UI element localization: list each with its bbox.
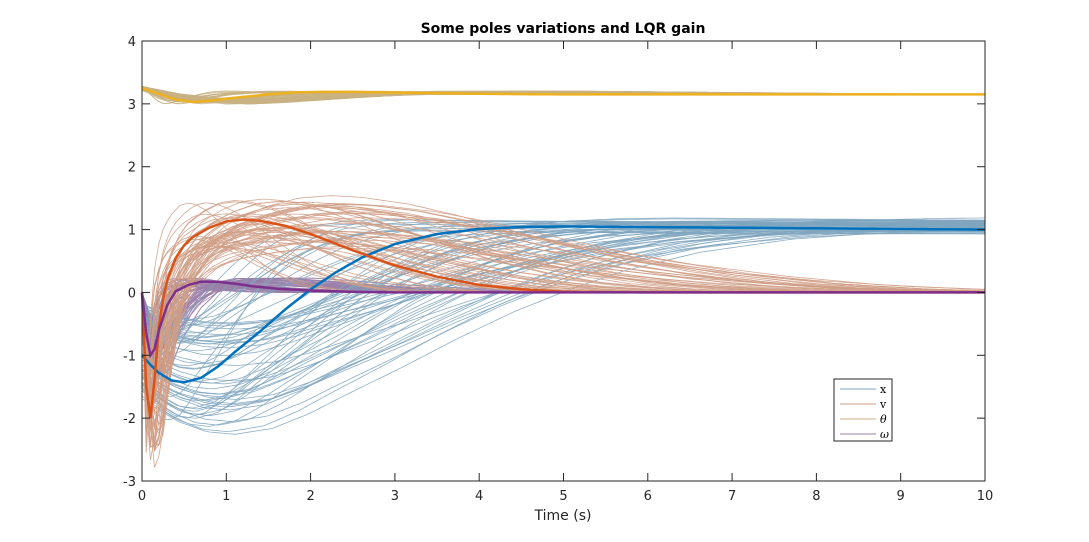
x-tick-label: 8 — [812, 489, 820, 504]
x-axis-label: Time (s) — [534, 508, 592, 524]
axis-ticks — [141, 40, 986, 482]
y-tick-label: 3 — [128, 98, 136, 113]
legend-label-v: v — [879, 398, 887, 411]
x-tick-label: 6 — [644, 489, 652, 504]
y-tick-label: 4 — [128, 35, 136, 50]
legend-label-theta: θ — [880, 413, 887, 426]
variation-line-v — [141, 217, 986, 426]
x-tick-label: 5 — [559, 489, 567, 504]
y-tick-label: -1 — [123, 349, 136, 364]
variation-line-v — [141, 230, 985, 404]
legend: x v θ ω — [833, 378, 893, 442]
variation-line-x — [141, 224, 985, 364]
variation-line-x — [141, 220, 985, 385]
y-tick-label: -3 — [123, 475, 136, 490]
legend-label-omega: ω — [880, 428, 889, 441]
y-tick-label: -2 — [123, 412, 136, 427]
variation-line-v — [141, 205, 985, 451]
y-tick-label: 1 — [128, 224, 136, 239]
y-tick-label: 2 — [128, 161, 136, 176]
legend-label-x: x — [880, 383, 887, 396]
series-line-omega — [140, 280, 985, 359]
variation-line-v — [141, 237, 986, 392]
x-tick-label: 10 — [977, 489, 994, 504]
series-line-x — [141, 225, 986, 384]
variation-line-x — [141, 223, 985, 345]
variation-line-x — [141, 229, 985, 343]
variation-line-x — [141, 230, 985, 333]
y-tick-label: 0 — [128, 286, 136, 301]
series-line-theta — [141, 86, 985, 104]
x-tick-label: 3 — [391, 489, 399, 504]
variation-line-x — [141, 221, 985, 409]
variation-line-v — [141, 206, 985, 448]
x-tick-label: 7 — [728, 489, 736, 504]
x-tick-label: 4 — [475, 489, 483, 504]
chart-title: Some poles variations and LQR gain — [421, 21, 706, 37]
variation-line-v — [141, 203, 986, 447]
nominal-curves — [140, 86, 986, 419]
x-tick-label: 1 — [222, 489, 230, 504]
variation-line-v — [141, 213, 986, 431]
x-tick-label: 2 — [306, 489, 314, 504]
axis-tick-labels: 0 1 2 3 4 5 6 7 8 9 10 -3 -2 -1 0 1 2 3 4 — [123, 35, 993, 504]
x-tick-label: 0 — [138, 489, 146, 504]
variation-line-v — [141, 222, 985, 415]
x-tick-label: 9 — [897, 489, 905, 504]
